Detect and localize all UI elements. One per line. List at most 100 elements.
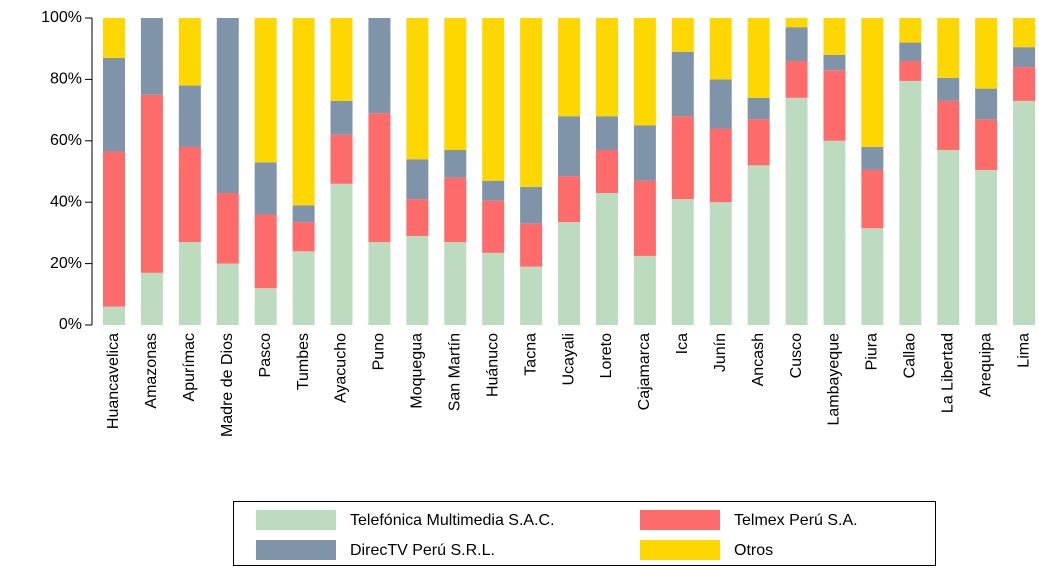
bar-segment [254,214,277,289]
bar-segment [671,199,694,325]
bar-segment [444,18,467,151]
y-tick-label: 80% [50,71,82,88]
y-tick-label: 100% [41,9,82,26]
bar-segment [975,88,998,120]
bar-segment [633,125,656,181]
bar-segment [444,150,467,178]
bar-segment [595,150,618,193]
bar-segment [330,134,353,184]
bar-segment [975,169,998,325]
bar-segment [785,60,808,98]
legend-swatch [256,510,336,530]
bar-segment [368,113,391,243]
bar-segment [1013,67,1036,101]
x-tick-label: Piura [864,333,881,370]
bar-segment [595,116,618,151]
y-tick-label: 40% [50,193,82,210]
bar-segment [444,177,467,243]
bar-segment [254,288,277,325]
x-tick-label: Tumbes [295,333,312,390]
bar-segment [178,242,201,325]
bar-segment [671,51,694,117]
bar-segment [406,199,429,236]
legend-swatch [640,510,720,530]
bar-segment [140,18,163,95]
bar-segment [633,255,656,325]
bar-segment [709,128,732,203]
bar-segment [709,79,732,129]
x-tick-label: Tacna [522,333,539,376]
bar-segment [558,222,581,325]
x-tick-label: Ucayali [560,333,577,385]
x-tick-label: Amazonas [143,333,160,409]
bar-segment [216,18,239,193]
bar-segment [861,228,884,325]
bar-segment [899,80,922,325]
bar-segment [292,18,315,206]
bar-segment [140,94,163,273]
legend-swatch [256,540,336,560]
bar-segment [406,235,429,325]
bar-segment [103,18,125,58]
bar-segment [558,116,581,177]
bar-segment [671,18,694,52]
bar-segment [937,77,960,101]
x-tick-label: Pasco [257,333,274,378]
bar-segment [633,180,656,256]
bar-segment [747,119,770,166]
bar-segment [937,100,960,151]
bar-segment [406,18,429,160]
bar-segment [368,18,391,114]
bar-segment [292,205,315,223]
bar-segment [292,251,315,325]
bar-segment [747,165,770,325]
x-tick-label: Lima [1015,333,1032,368]
bar-segment [1013,47,1036,68]
legend-label: Otros [734,542,773,559]
x-tick-label: Callao [902,333,919,378]
bar-segment [520,18,543,187]
bar-segment [482,200,505,253]
bar-segment [937,150,960,325]
x-tick-label: Ica [674,333,691,354]
bar-segment [140,272,163,325]
y-tick-label: 20% [50,255,82,272]
bar-segment [482,252,505,325]
x-tick-label: Cusco [788,333,805,378]
bar-segment [785,97,808,325]
bar-segment [103,57,125,152]
x-tick-label: Arequipa [977,333,994,397]
bar-segment [520,223,543,267]
bar-segment [1013,18,1036,48]
bar-segment [823,18,846,55]
legend-label: Telmex Perú S.A. [734,512,858,529]
x-tick-label: Ayacucho [333,333,350,403]
x-tick-label: Lambayeque [826,333,843,426]
x-tick-label: Cajamarca [636,333,653,410]
bar-segment [406,159,429,200]
bar-segment [785,27,808,61]
legend-box [233,501,936,566]
bar-segment [254,18,277,163]
bar-segment [709,18,732,80]
x-tick-label: Apurímac [181,333,198,401]
bar-segment [1013,100,1036,325]
bar-segment [330,183,353,325]
x-tick-label: Moquegua [409,333,426,409]
y-tick-label: 0% [59,316,82,333]
x-tick-label: Madre de Dios [219,333,236,437]
bar-segment [861,146,884,170]
bar-segment [785,18,808,28]
y-tick-label: 60% [50,132,82,149]
bar-segment [558,18,581,117]
bar-segment [899,60,922,81]
bar-segment [482,180,505,201]
bar-segment [482,18,505,181]
bar-segment [520,266,543,325]
bar-segment [595,192,618,325]
bar-segment [216,192,239,264]
bar-segment [975,119,998,170]
x-tick-label: Huancavelica [105,333,122,429]
bar-segment [368,242,391,325]
